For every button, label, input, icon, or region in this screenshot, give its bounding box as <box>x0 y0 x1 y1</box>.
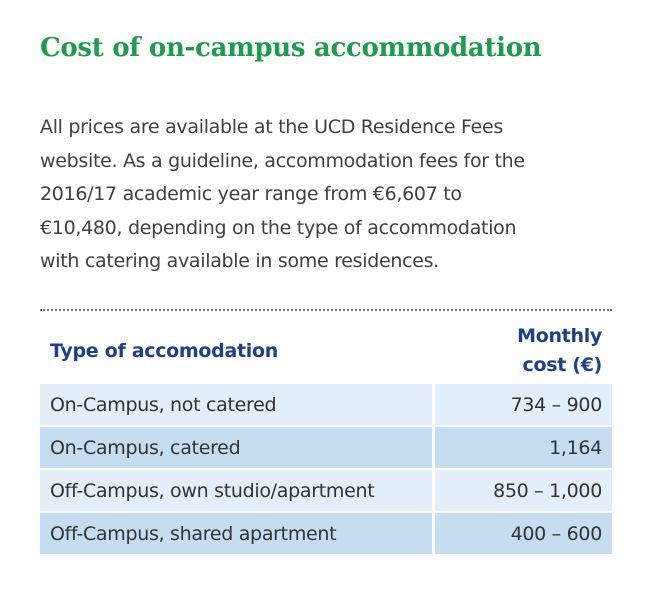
intro-line: €10,480, depending on the type of accomm… <box>40 216 517 239</box>
cell-type: On-Campus, not catered <box>40 384 435 425</box>
page-heading: Cost of on-campus accommodation <box>40 33 542 63</box>
intro-line: with catering available in some residenc… <box>40 250 439 272</box>
cell-cost: 400 – 600 <box>435 511 612 554</box>
intro-line: 2016/17 academic year range from €6,607 … <box>40 183 462 205</box>
intro-paragraph: All prices are available at the UCD Resi… <box>40 111 600 279</box>
intro-line: All prices are available at the UCD Resi… <box>40 116 503 138</box>
header-cost-line2: cost (€) <box>522 354 602 376</box>
cell-cost: 734 – 900 <box>435 384 612 425</box>
intro-line: website. As a guideline, accommodation f… <box>40 149 525 172</box>
header-cost-line1: Monthly <box>517 325 602 347</box>
header-type: Type of accomodation <box>40 318 435 384</box>
cell-cost: 850 – 1,000 <box>435 468 612 511</box>
cell-type: On-Campus, catered <box>40 425 435 468</box>
cell-type: Off-Campus, own studio/apartment <box>40 468 435 511</box>
table-row: On-Campus, not catered 734 – 900 <box>40 384 612 425</box>
cell-type: Off-Campus, shared apartment <box>40 511 435 554</box>
dotted-divider <box>40 309 612 311</box>
cell-cost: 1,164 <box>435 425 612 468</box>
table-header-row: Type of accomodation Monthly cost (€) <box>40 318 612 384</box>
header-monthly-cost: Monthly cost (€) <box>435 318 612 384</box>
table-row: Off-Campus, shared apartment 400 – 600 <box>40 511 612 554</box>
accommodation-fees-table: Type of accomodation Monthly cost (€) On… <box>40 318 612 554</box>
table-row: Off-Campus, own studio/apartment 850 – 1… <box>40 468 612 511</box>
table-row: On-Campus, catered 1,164 <box>40 425 612 468</box>
